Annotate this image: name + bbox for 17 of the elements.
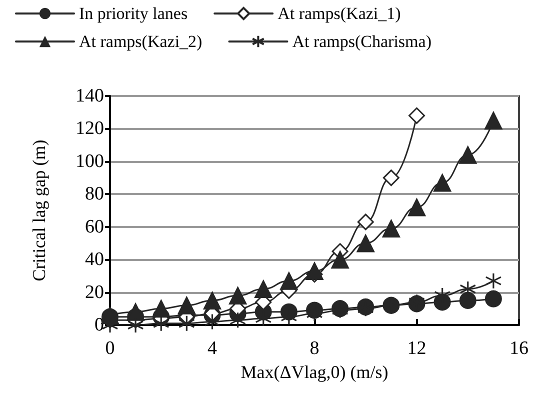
x-axis-title: Max(ΔVlag,0) (m/s) [240, 362, 388, 382]
y-tick-label: 100 [76, 150, 104, 172]
x-tick-label: 4 [208, 338, 218, 359]
y-tick-label: 80 [85, 184, 104, 205]
x-tick-label: 8 [310, 338, 320, 359]
legend-label: At ramps(Kazi_1) [278, 4, 401, 23]
x-tick-label: 12 [407, 338, 426, 359]
y-axis-title: Critical lag gap (m) [29, 140, 49, 282]
y-tick-label: 60 [85, 216, 104, 238]
y-tick-label: 120 [76, 118, 104, 140]
legend-label: At ramps(Kazi_2) [79, 32, 202, 51]
legend-label: In priority lanes [79, 4, 188, 23]
y-tick-label: 40 [85, 249, 104, 270]
legend-label: At ramps(Charisma) [292, 32, 432, 51]
y-tick-label: 140 [76, 86, 104, 106]
x-tick-label: 16 [510, 338, 528, 359]
y-tick-label: 20 [85, 282, 104, 303]
